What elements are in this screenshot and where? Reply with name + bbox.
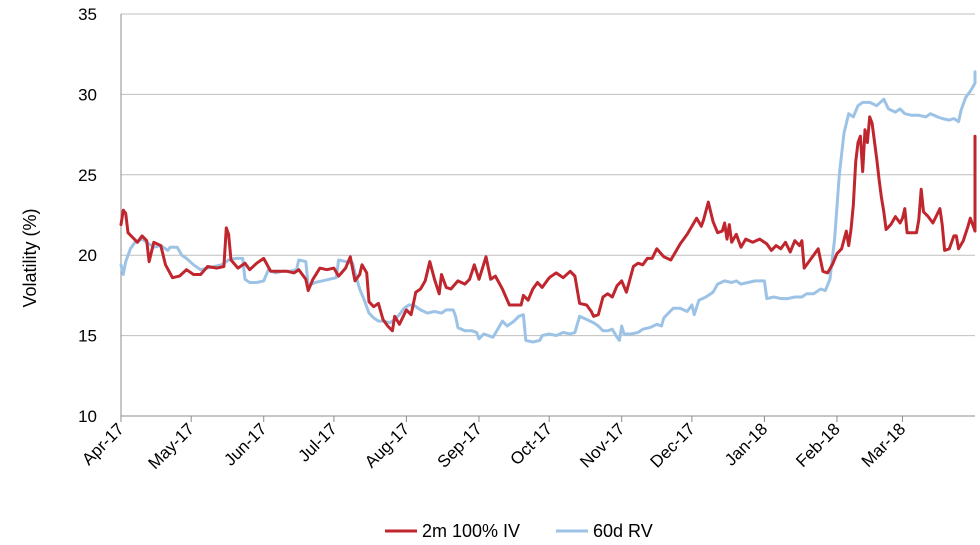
- x-tick-label: Mar-18: [858, 419, 910, 471]
- y-axis-label: Volatility (%): [20, 208, 40, 307]
- series-line-rv: [119, 70, 977, 344]
- gridlines: [121, 13, 975, 337]
- x-tick-labels: Apr-17 May-17 Jun-17 Jul-17 Aug-17 Sep-17 Oct-…: [78, 416, 909, 473]
- x-tick-label: Jun-17: [220, 419, 270, 469]
- x-tick-label: Nov-17: [576, 419, 628, 471]
- x-tick-label: Dec-17: [647, 419, 699, 471]
- legend: 2m 100% IV 60d RV: [385, 521, 653, 541]
- x-tick-label: Oct-17: [506, 419, 556, 469]
- x-tick-label: Feb-18: [792, 419, 844, 471]
- x-tick-label: Jan-18: [721, 419, 771, 469]
- y-tick-label: 20: [78, 246, 97, 265]
- y-tick-labels: 10 15 20 25 30 35: [78, 5, 97, 426]
- series-line-iv: [119, 115, 977, 333]
- axes: [120, 14, 975, 417]
- y-tick-label: 30: [78, 85, 97, 104]
- series-lines: [119, 70, 977, 344]
- x-tick-label: Jul-17: [295, 419, 341, 465]
- legend-label-rv: 60d RV: [593, 521, 653, 541]
- x-tick-label: Sep-17: [434, 419, 486, 471]
- y-tick-label: 35: [78, 5, 97, 24]
- y-tick-label: 15: [78, 327, 97, 346]
- y-tick-label: 10: [78, 407, 97, 426]
- x-tick-label: May-17: [145, 419, 199, 473]
- y-tick-label: 25: [78, 166, 97, 185]
- x-tick-label: Aug-17: [361, 419, 413, 471]
- x-tick-label: Apr-17: [78, 419, 128, 469]
- legend-label-iv: 2m 100% IV: [422, 521, 520, 541]
